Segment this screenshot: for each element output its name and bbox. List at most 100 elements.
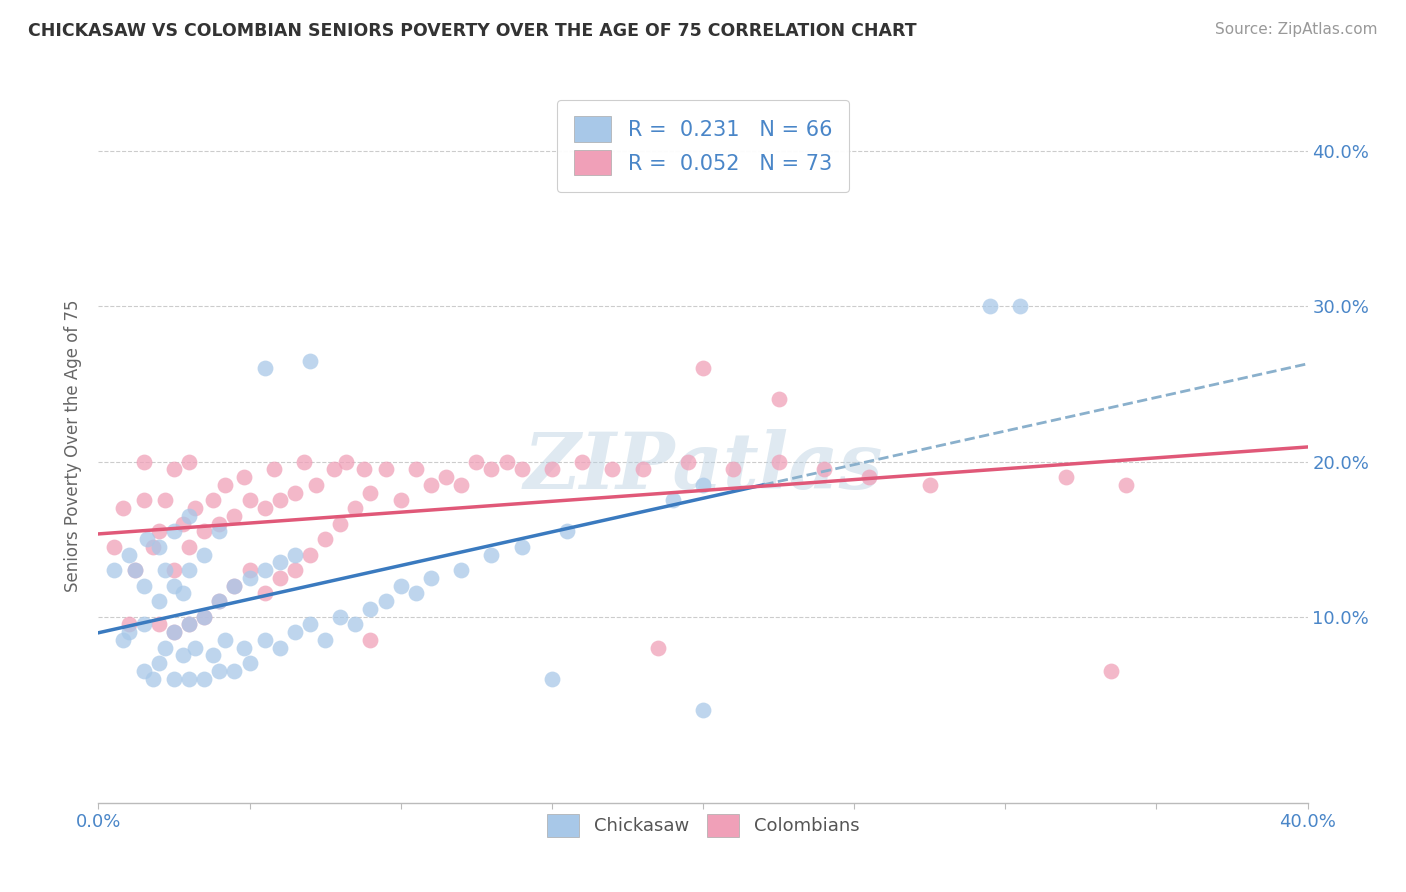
Point (335, 454, 357, 468)
Point (111, 501, 134, 516)
Point (193, 672, 215, 686)
Point (232, 640, 254, 655)
Point (284, 625, 307, 640)
Point (481, 548, 503, 562)
Point (224, 664, 246, 678)
Point (193, 609, 215, 624)
Point (1010, 299, 1032, 313)
Point (344, 617, 367, 632)
Point (202, 493, 225, 508)
Point (208, 516, 231, 531)
Point (465, 454, 488, 468)
Point (299, 353, 322, 368)
Point (179, 540, 201, 554)
Point (148, 617, 170, 632)
Point (163, 462, 186, 476)
Point (179, 454, 201, 468)
Point (103, 563, 125, 577)
Y-axis label: Seniors Poverty Over the Age of 75: Seniors Poverty Over the Age of 75 (65, 300, 83, 592)
Point (360, 602, 382, 616)
Point (353, 462, 375, 476)
Point (292, 454, 315, 468)
Point (555, 524, 578, 539)
Point (111, 632, 134, 647)
Point (450, 563, 472, 577)
Point (481, 462, 503, 476)
Point (360, 632, 382, 647)
Point (179, 672, 201, 686)
Point (374, 462, 396, 476)
Point (179, 617, 201, 632)
Point (163, 579, 186, 593)
Point (723, 462, 745, 476)
Point (299, 548, 322, 562)
Point (239, 571, 262, 585)
Point (434, 470, 457, 484)
Point (284, 563, 307, 577)
Point (692, 361, 714, 376)
Point (172, 586, 194, 600)
Text: ZIPatlas: ZIPatlas (523, 429, 883, 506)
Point (132, 664, 155, 678)
Point (179, 563, 201, 577)
Point (299, 617, 322, 632)
Point (132, 493, 155, 508)
Point (647, 640, 669, 655)
Point (284, 485, 307, 500)
Point (148, 540, 170, 554)
Point (163, 625, 186, 640)
Point (163, 625, 186, 640)
Point (118, 625, 141, 640)
Point (314, 632, 336, 647)
Point (224, 579, 246, 593)
Text: Source: ZipAtlas.com: Source: ZipAtlas.com (1215, 22, 1378, 37)
Point (208, 594, 231, 608)
Point (142, 672, 165, 686)
Point (124, 563, 146, 577)
Point (692, 477, 714, 491)
Point (193, 548, 215, 562)
Point (692, 703, 714, 717)
Point (208, 524, 231, 539)
Point (184, 501, 207, 516)
Point (269, 640, 291, 655)
Point (103, 540, 125, 554)
Point (768, 392, 790, 407)
Point (148, 524, 170, 539)
Text: CHICKASAW VS COLOMBIAN SENIORS POVERTY OVER THE AGE OF 75 CORRELATION CHART: CHICKASAW VS COLOMBIAN SENIORS POVERTY O… (28, 22, 917, 40)
Point (329, 516, 352, 531)
Point (132, 454, 155, 468)
Point (661, 493, 683, 508)
Point (179, 617, 201, 632)
Point (253, 586, 276, 600)
Point (193, 609, 215, 624)
Point (148, 594, 170, 608)
Point (768, 454, 790, 468)
Point (172, 516, 194, 531)
Point (135, 532, 157, 546)
Point (1054, 470, 1077, 484)
Point (163, 563, 186, 577)
Point (540, 462, 562, 476)
Point (495, 454, 517, 468)
Point (602, 462, 624, 476)
Point (269, 493, 291, 508)
Point (148, 656, 170, 670)
Point (1115, 477, 1137, 491)
Point (239, 563, 262, 577)
Point (540, 672, 562, 686)
Point (142, 540, 165, 554)
Point (132, 579, 155, 593)
Point (305, 477, 328, 491)
Point (124, 563, 146, 577)
Point (858, 470, 880, 484)
Point (813, 462, 835, 476)
Point (389, 579, 412, 593)
Point (344, 501, 367, 516)
Point (420, 477, 443, 491)
Point (214, 477, 236, 491)
Point (405, 462, 427, 476)
Point (253, 361, 276, 376)
Point (118, 548, 141, 562)
Point (360, 485, 382, 500)
